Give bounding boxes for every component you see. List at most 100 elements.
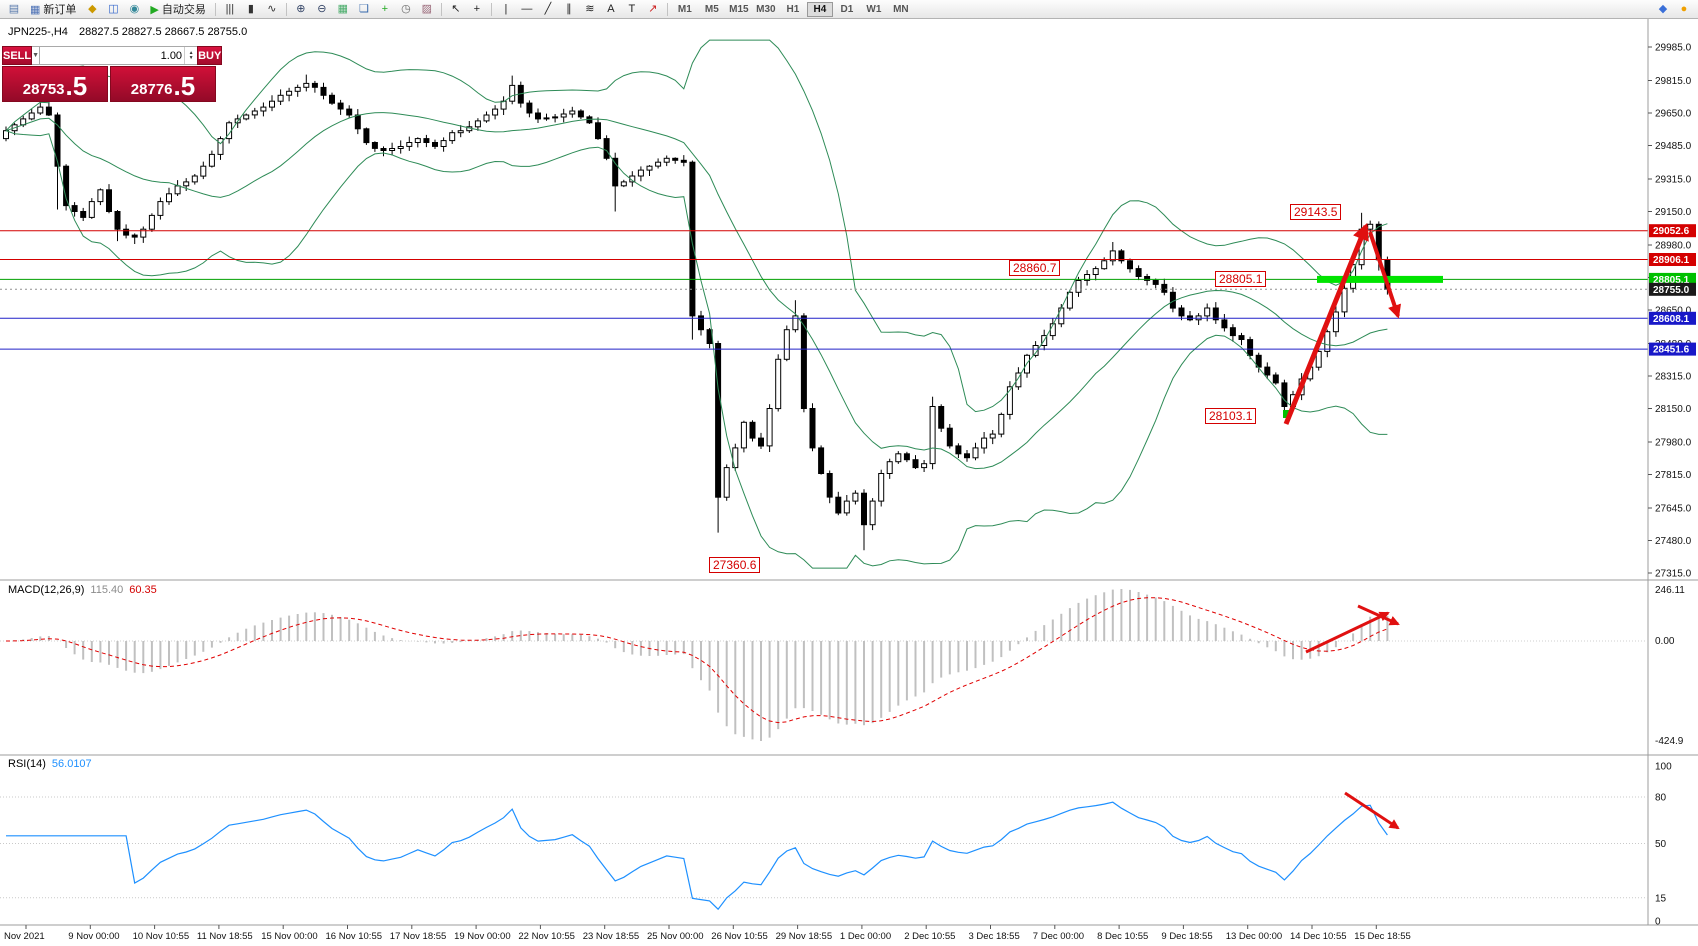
price-callout-swing-high[interactable]: 29143.5 bbox=[1290, 204, 1342, 220]
time-axis-label: 15 Nov 00:00 bbox=[261, 931, 318, 942]
buy-price[interactable]: 28776 .5 bbox=[110, 66, 216, 102]
volume-input[interactable] bbox=[40, 47, 185, 64]
candle-body bbox=[878, 473, 885, 502]
trend-arrow-macd[interactable] bbox=[1305, 611, 1390, 654]
trend-arrow-macd[interactable] bbox=[1357, 604, 1400, 626]
callout-text: 28805.1 bbox=[1219, 272, 1263, 286]
candle-body bbox=[337, 102, 344, 110]
time-axis-label: 15 Dec 18:55 bbox=[1354, 931, 1411, 942]
candle-body bbox=[672, 157, 679, 161]
price-tag-label: 28608.1 bbox=[1653, 314, 1690, 325]
candle-body bbox=[912, 459, 919, 469]
rsi-indicator-label: RSI(14) 56.0107 bbox=[8, 758, 98, 770]
volume-stepper[interactable]: ▲ ▼ bbox=[184, 47, 197, 64]
autotrading-button[interactable]: ▶ 自动交易 bbox=[145, 1, 210, 17]
tile-windows-icon[interactable]: ❏ bbox=[358, 3, 369, 15]
data-window-icon[interactable]: ◫ bbox=[108, 3, 119, 15]
callout-text: 29143.5 bbox=[1294, 205, 1338, 219]
buy-button[interactable]: BUY bbox=[197, 46, 223, 65]
highlight-level-segment[interactable] bbox=[1317, 275, 1443, 283]
news-icon[interactable]: ● bbox=[1680, 3, 1688, 15]
macd-axis-label: 246.11 bbox=[1655, 585, 1685, 596]
price-axis-label: 28980.0 bbox=[1655, 241, 1692, 252]
zoom-out-icon[interactable]: ⊖ bbox=[317, 3, 327, 15]
candle-body bbox=[955, 445, 962, 455]
timeframe-h4[interactable]: H4 bbox=[806, 1, 833, 17]
callout-text: 27360.6 bbox=[713, 558, 757, 572]
timeframe-w1[interactable]: W1 bbox=[866, 3, 882, 15]
fibonacci-icon[interactable]: ≋ bbox=[585, 3, 595, 15]
candle-body bbox=[277, 94, 284, 102]
add-indicator-icon[interactable]: + bbox=[381, 3, 389, 15]
new-chart-icon[interactable]: ▤ bbox=[8, 3, 20, 15]
channel-icon[interactable]: ∥ bbox=[566, 3, 572, 15]
candle-body bbox=[852, 492, 859, 502]
sell-button[interactable]: SELL bbox=[2, 46, 33, 65]
timeframe-mn[interactable]: MN bbox=[893, 3, 909, 15]
candle-body bbox=[1127, 260, 1133, 270]
text-icon[interactable]: A bbox=[607, 3, 615, 15]
candle-body bbox=[106, 189, 112, 213]
autotrading-button-icon: ▶ bbox=[150, 3, 159, 16]
templates-icon[interactable]: ▨ bbox=[421, 3, 433, 15]
horizontal-line-icon[interactable]: ― bbox=[521, 3, 533, 15]
period-dropdown-icon[interactable]: ◷ bbox=[401, 3, 411, 15]
timeframe-m1[interactable]: M1 bbox=[677, 3, 692, 15]
cursor-icon[interactable]: ↖ bbox=[451, 3, 461, 15]
trend-arrow-main[interactable] bbox=[1283, 222, 1369, 425]
candle-body bbox=[1332, 311, 1339, 333]
volume-dropdown-icon[interactable]: ▼ bbox=[32, 46, 41, 65]
candle-body bbox=[895, 453, 902, 463]
candle-body bbox=[311, 82, 318, 88]
time-axis-label: 9 Nov 00:00 bbox=[68, 931, 119, 942]
price-callout-28103[interactable]: 28103.1 bbox=[1205, 408, 1257, 424]
price-axis-label: 27315.0 bbox=[1655, 569, 1692, 580]
price-axis-label: 27980.0 bbox=[1655, 438, 1692, 449]
arrow-objects-icon[interactable]: ↗ bbox=[648, 3, 658, 15]
candle-body bbox=[140, 228, 147, 238]
timeframe-d1[interactable]: D1 bbox=[840, 3, 854, 15]
candle-body bbox=[397, 146, 404, 149]
candle-body bbox=[972, 447, 979, 459]
candle-body bbox=[1272, 374, 1279, 384]
price-axis-label: 29485.0 bbox=[1655, 141, 1692, 152]
candle-body bbox=[1015, 372, 1022, 388]
price-callout-28805[interactable]: 28805.1 bbox=[1215, 271, 1267, 287]
vertical-line-icon[interactable]: | bbox=[504, 3, 508, 15]
macd-histogram bbox=[13, 589, 1389, 741]
price-callout-swing-low[interactable]: 27360.6 bbox=[709, 557, 761, 573]
chart-ohlc-label: JPN225-,H4 28827.5 28827.5 28667.5 28755… bbox=[8, 26, 247, 38]
zoom-in-icon[interactable]: ⊕ bbox=[296, 3, 306, 15]
sell-price-int: 28753 bbox=[22, 81, 65, 98]
text-label-icon[interactable]: T bbox=[628, 3, 636, 15]
line-chart-icon[interactable]: ∿ bbox=[267, 3, 277, 15]
timeframe-m30[interactable]: M30 bbox=[756, 3, 776, 15]
timeframe-h1[interactable]: H1 bbox=[786, 3, 800, 15]
timeframe-m15[interactable]: M15 bbox=[729, 3, 749, 15]
price-axis-label: 29985.0 bbox=[1655, 43, 1692, 54]
market-watch-icon[interactable]: ◆ bbox=[88, 3, 97, 15]
candle-body bbox=[1281, 382, 1288, 407]
candle-body bbox=[723, 467, 730, 498]
time-axis-label: 22 Nov 10:55 bbox=[518, 931, 575, 942]
bar-chart-icon[interactable]: ||| bbox=[225, 3, 235, 15]
alerts-icon[interactable]: ◆ bbox=[1658, 3, 1668, 15]
candle-body bbox=[406, 142, 413, 147]
trendline-icon[interactable]: ╱ bbox=[544, 3, 552, 15]
candle-body bbox=[921, 463, 928, 469]
trend-arrow-rsi[interactable] bbox=[1344, 791, 1400, 830]
symbol-period-label: JPN225-,H4 bbox=[8, 26, 68, 38]
candle-body bbox=[689, 161, 696, 317]
new-order-button[interactable]: ▦ 新订单 bbox=[25, 1, 81, 17]
candle-body bbox=[414, 138, 421, 144]
navigator-icon[interactable]: ◉ bbox=[129, 3, 140, 15]
candle-body bbox=[148, 214, 155, 230]
sell-price[interactable]: 28753 .5 bbox=[2, 66, 108, 102]
trend-arrow-main[interactable] bbox=[1368, 231, 1402, 319]
grid-icon[interactable]: ▦ bbox=[337, 3, 349, 15]
crosshair-icon[interactable]: + bbox=[473, 3, 481, 15]
candle-chart-icon[interactable]: ▮ bbox=[247, 3, 254, 15]
candle-body bbox=[294, 86, 301, 92]
price-callout-28860[interactable]: 28860.7 bbox=[1009, 260, 1061, 276]
timeframe-m5[interactable]: M5 bbox=[704, 3, 719, 15]
